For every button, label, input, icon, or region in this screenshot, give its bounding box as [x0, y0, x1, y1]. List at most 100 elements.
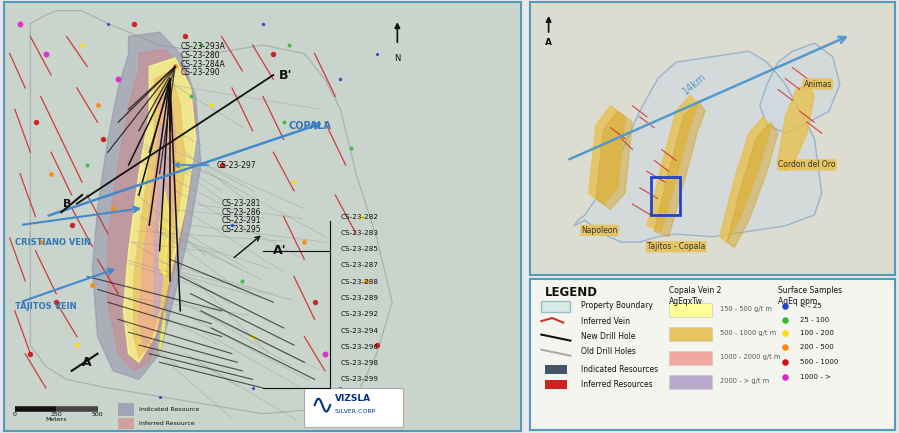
Text: A': A' — [273, 244, 287, 257]
Bar — [304, 388, 403, 427]
Text: COPALA: COPALA — [289, 122, 332, 132]
Point — [152, 393, 167, 400]
Point — [44, 170, 58, 177]
Text: CS-23-297: CS-23-297 — [217, 161, 256, 170]
Bar — [119, 418, 134, 429]
Text: CS-23-292: CS-23-292 — [341, 311, 378, 317]
Text: CS-23-282: CS-23-282 — [341, 213, 378, 220]
Text: Old Drill Holes: Old Drill Holes — [582, 347, 636, 355]
Point — [354, 213, 369, 220]
Text: 0: 0 — [13, 412, 17, 417]
Point — [65, 222, 79, 229]
Text: < - 25: < - 25 — [800, 303, 822, 309]
Point — [778, 316, 793, 323]
Text: CS-23-299: CS-23-299 — [341, 376, 378, 382]
Text: CS-23-290: CS-23-290 — [180, 68, 220, 77]
Text: VIZSLA: VIZSLA — [335, 394, 371, 403]
Point — [23, 350, 38, 357]
Text: 500 - 1000: 500 - 1000 — [800, 359, 838, 365]
Polygon shape — [160, 311, 165, 354]
Text: Napoleon: Napoleon — [582, 226, 618, 235]
Text: CS-23-280: CS-23-280 — [180, 51, 219, 60]
Text: Property Boundary: Property Boundary — [582, 301, 654, 310]
Point — [778, 343, 793, 350]
Text: Meters: Meters — [46, 417, 67, 423]
Text: Cordon del Oro: Cordon del Oro — [778, 160, 835, 169]
Text: Inferred Resources: Inferred Resources — [582, 380, 653, 389]
Point — [225, 222, 239, 229]
Text: 14km: 14km — [681, 71, 708, 97]
Bar — [669, 351, 712, 365]
Point — [255, 20, 270, 27]
Polygon shape — [108, 49, 196, 371]
Point — [334, 385, 348, 391]
Text: CS-23-287: CS-23-287 — [341, 262, 378, 268]
Point — [214, 162, 228, 168]
Point — [245, 385, 260, 391]
Point — [318, 350, 333, 357]
Text: CS-23-281: CS-23-281 — [221, 199, 261, 208]
Point — [287, 179, 301, 186]
Text: 100 - 200: 100 - 200 — [800, 330, 833, 336]
Point — [369, 342, 384, 349]
Text: CS-23-298: CS-23-298 — [341, 360, 378, 366]
Text: Inferred Vein: Inferred Vein — [582, 317, 630, 326]
Bar — [651, 177, 680, 215]
Polygon shape — [160, 191, 170, 277]
Text: 500: 500 — [92, 412, 103, 417]
Polygon shape — [654, 100, 705, 237]
Text: CS-23-295: CS-23-295 — [221, 225, 262, 234]
Point — [33, 239, 48, 246]
Point — [281, 42, 296, 48]
Text: CS-23-286: CS-23-286 — [221, 207, 261, 216]
Polygon shape — [574, 51, 822, 242]
Point — [183, 93, 198, 100]
Point — [75, 42, 89, 48]
Point — [178, 33, 192, 40]
Point — [106, 204, 120, 211]
Text: Inferred Resource: Inferred Resource — [138, 421, 194, 426]
Bar — [541, 301, 571, 312]
Text: CS-23-288: CS-23-288 — [341, 279, 378, 284]
Point — [778, 303, 793, 310]
Text: A: A — [82, 356, 92, 369]
Text: Surface Samples
AgEq ppm: Surface Samples AgEq ppm — [778, 286, 842, 306]
Point — [13, 20, 27, 27]
Text: New Drill Hole: New Drill Hole — [582, 332, 636, 341]
Bar — [669, 327, 712, 341]
Polygon shape — [93, 32, 201, 379]
Polygon shape — [123, 58, 196, 362]
Polygon shape — [760, 43, 840, 133]
Text: LEGEND: LEGEND — [545, 286, 598, 299]
Bar — [119, 403, 134, 416]
Point — [778, 358, 793, 365]
Polygon shape — [778, 84, 814, 171]
Text: SILVER CORP: SILVER CORP — [335, 409, 376, 414]
Text: CS-23-296: CS-23-296 — [341, 344, 378, 350]
Text: TAJITOS VEIN: TAJITOS VEIN — [14, 302, 76, 311]
Text: 2000 - > g/t m: 2000 - > g/t m — [720, 378, 769, 385]
Text: CS-23-291: CS-23-291 — [221, 216, 261, 225]
Point — [127, 20, 141, 27]
Polygon shape — [155, 122, 170, 320]
Text: CS-23-293A: CS-23-293A — [180, 42, 225, 52]
Point — [245, 333, 260, 340]
Polygon shape — [134, 71, 185, 358]
Point — [80, 162, 94, 168]
Point — [204, 102, 218, 109]
Point — [194, 42, 209, 48]
Point — [266, 50, 280, 57]
Point — [49, 299, 63, 306]
Text: 1000 - 2000 g/t m: 1000 - 2000 g/t m — [720, 354, 780, 360]
Text: CS-23-294: CS-23-294 — [341, 327, 378, 333]
Polygon shape — [727, 122, 778, 248]
Point — [85, 281, 100, 288]
Text: Indicated Resource: Indicated Resource — [138, 407, 200, 412]
Point — [359, 278, 374, 284]
Polygon shape — [138, 88, 175, 349]
Text: 500 - 1000 g/t m: 500 - 1000 g/t m — [720, 330, 776, 336]
Text: 25 - 100: 25 - 100 — [800, 317, 829, 323]
Point — [111, 76, 126, 83]
Text: 250: 250 — [50, 412, 62, 417]
Text: B: B — [63, 199, 72, 209]
